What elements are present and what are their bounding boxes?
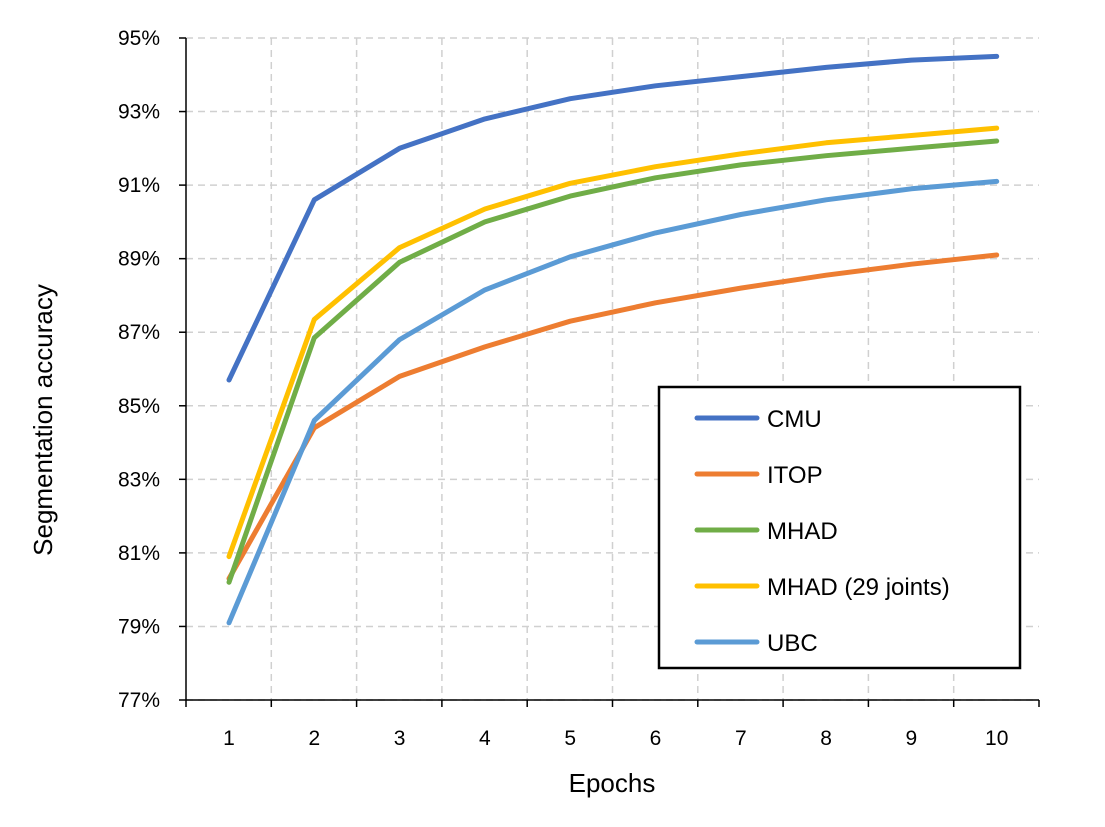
x-tick-label: 8 [820, 727, 832, 750]
y-axis-title: Segmentation accuracy [28, 284, 58, 556]
x-tick-label: 1 [223, 727, 235, 750]
y-tick-label: 91% [118, 174, 160, 197]
x-tick-label: 3 [394, 727, 406, 750]
y-tick-label: 95% [118, 27, 160, 50]
y-tick-label: 93% [118, 101, 160, 124]
x-tick-label: 5 [564, 727, 576, 750]
y-tick-label: 85% [118, 395, 160, 418]
x-tick-label: 7 [735, 727, 747, 750]
y-tick-label: 81% [118, 542, 160, 565]
series-line-mhad [226, 138, 1000, 585]
x-tick-label: 10 [985, 727, 1008, 750]
legend-label: CMU [767, 406, 822, 433]
legend-label: UBC [767, 630, 818, 657]
legend-label: ITOP [767, 462, 823, 489]
x-tick-label: 9 [906, 727, 918, 750]
x-tick-label: 6 [650, 727, 662, 750]
y-tick-label: 79% [118, 615, 160, 638]
y-tick-label: 89% [118, 248, 160, 271]
series-line-cmu [226, 53, 1000, 383]
axes: 77% 79% 81% 83% 85% 87% 89% 91% 93% 95% 1 2 3 4 5 6 7 8 9 1… [118, 27, 1040, 750]
series-line-itop [226, 252, 1000, 582]
y-tick-label: 77% [118, 689, 160, 712]
series-line-mhad-29-joints [226, 125, 1000, 560]
series [226, 53, 1000, 626]
legend-label: MHAD (29 joints) [767, 574, 950, 601]
x-tick-label: 2 [308, 727, 320, 750]
legend: CMU ITOP MHAD MHAD (29 joints) UBC [657, 385, 1022, 670]
legend-label: MHAD [767, 518, 838, 545]
x-tick-label: 4 [479, 727, 491, 750]
y-tick-label: 83% [118, 468, 160, 491]
y-tick-label: 87% [118, 321, 160, 344]
x-axis-title: Epochs [569, 768, 656, 798]
series-line-ubc [226, 178, 1000, 626]
